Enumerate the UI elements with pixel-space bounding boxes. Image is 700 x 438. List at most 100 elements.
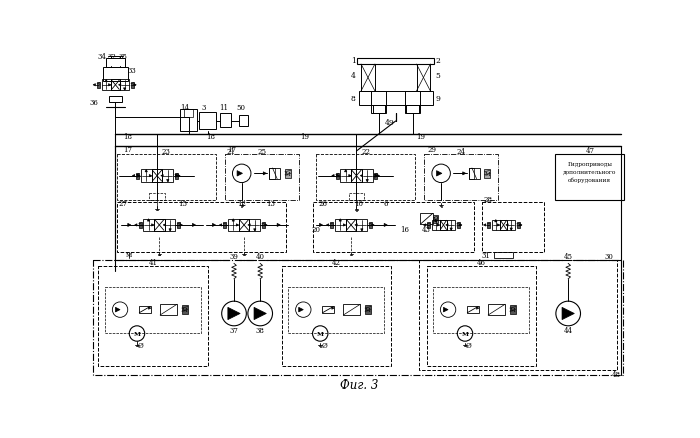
Polygon shape xyxy=(384,224,387,227)
Bar xyxy=(139,306,151,314)
Polygon shape xyxy=(337,175,340,178)
Polygon shape xyxy=(134,224,137,226)
Polygon shape xyxy=(377,175,379,177)
Text: 8: 8 xyxy=(351,95,356,102)
Bar xyxy=(144,219,154,232)
Text: М: М xyxy=(461,331,468,336)
Text: 30: 30 xyxy=(605,252,614,260)
Bar xyxy=(223,223,226,229)
Text: 19: 19 xyxy=(416,133,425,141)
Polygon shape xyxy=(228,307,240,320)
Bar xyxy=(365,305,371,314)
Bar xyxy=(357,59,434,65)
Bar xyxy=(239,116,248,126)
Text: 5: 5 xyxy=(435,72,440,80)
Bar xyxy=(427,223,430,229)
Polygon shape xyxy=(355,224,357,226)
Text: М: М xyxy=(285,171,290,177)
Polygon shape xyxy=(495,220,497,223)
Bar xyxy=(456,223,460,229)
Polygon shape xyxy=(339,219,342,222)
Polygon shape xyxy=(237,171,242,177)
Bar xyxy=(447,220,455,231)
Text: 21: 21 xyxy=(226,148,235,155)
Text: 13: 13 xyxy=(267,200,275,208)
Polygon shape xyxy=(178,175,180,177)
Text: оборудования: оборудования xyxy=(568,177,611,182)
Polygon shape xyxy=(116,307,120,312)
Polygon shape xyxy=(193,224,195,227)
Text: 49: 49 xyxy=(385,119,394,127)
Text: 45: 45 xyxy=(564,252,573,260)
Polygon shape xyxy=(253,229,256,232)
Text: Гидроприводы: Гидроприводы xyxy=(567,161,612,166)
Bar xyxy=(508,220,515,231)
Polygon shape xyxy=(510,229,512,231)
Bar xyxy=(177,223,180,229)
Polygon shape xyxy=(248,224,250,226)
Polygon shape xyxy=(372,224,375,226)
Bar xyxy=(424,155,498,201)
Text: 37: 37 xyxy=(230,327,239,335)
Bar xyxy=(136,173,139,179)
Polygon shape xyxy=(134,85,136,87)
Bar xyxy=(109,96,122,102)
Bar xyxy=(139,223,141,229)
Polygon shape xyxy=(349,175,351,177)
Polygon shape xyxy=(137,175,140,178)
Polygon shape xyxy=(93,85,95,87)
Bar xyxy=(106,59,125,68)
Text: М: М xyxy=(125,253,132,258)
Text: 31: 31 xyxy=(482,251,490,259)
Polygon shape xyxy=(265,224,267,226)
Text: дополнительного: дополнительного xyxy=(563,169,617,174)
Bar xyxy=(111,80,120,91)
Text: 50: 50 xyxy=(237,104,246,112)
Bar xyxy=(225,155,299,201)
Text: 12: 12 xyxy=(237,200,246,208)
Bar xyxy=(487,223,491,229)
Bar xyxy=(500,220,507,231)
Text: 11: 11 xyxy=(218,104,228,112)
Text: 18: 18 xyxy=(123,133,132,141)
Text: 6: 6 xyxy=(384,200,388,208)
Bar xyxy=(162,170,173,182)
Text: 39: 39 xyxy=(230,252,239,260)
Bar xyxy=(419,260,617,370)
Bar xyxy=(555,155,624,201)
Text: 4: 4 xyxy=(351,72,356,80)
Bar xyxy=(93,260,623,375)
Bar xyxy=(469,169,475,179)
Text: 42: 42 xyxy=(332,258,341,266)
Bar xyxy=(184,110,193,118)
Text: 38: 38 xyxy=(256,327,265,335)
Polygon shape xyxy=(219,224,222,226)
Bar xyxy=(356,219,368,232)
Bar xyxy=(281,266,391,366)
Polygon shape xyxy=(148,219,150,222)
Text: 9: 9 xyxy=(435,95,440,102)
Polygon shape xyxy=(438,224,440,226)
Text: Ø: Ø xyxy=(138,341,144,349)
Polygon shape xyxy=(118,85,121,87)
Text: М: М xyxy=(134,331,141,336)
Bar xyxy=(517,223,519,229)
Bar xyxy=(407,106,419,113)
Text: 16: 16 xyxy=(400,225,410,233)
Bar xyxy=(120,80,130,91)
Polygon shape xyxy=(477,307,479,310)
Text: 40: 40 xyxy=(256,252,265,260)
Bar xyxy=(152,170,162,182)
Polygon shape xyxy=(375,175,378,178)
Bar xyxy=(440,220,447,231)
Polygon shape xyxy=(237,224,239,226)
Polygon shape xyxy=(332,175,334,177)
Bar xyxy=(372,106,385,113)
Text: 17: 17 xyxy=(123,146,132,154)
Bar xyxy=(180,110,197,132)
Bar xyxy=(262,223,265,229)
Polygon shape xyxy=(180,224,183,226)
Text: 14: 14 xyxy=(180,104,189,112)
Polygon shape xyxy=(176,175,178,178)
Bar xyxy=(141,170,152,182)
